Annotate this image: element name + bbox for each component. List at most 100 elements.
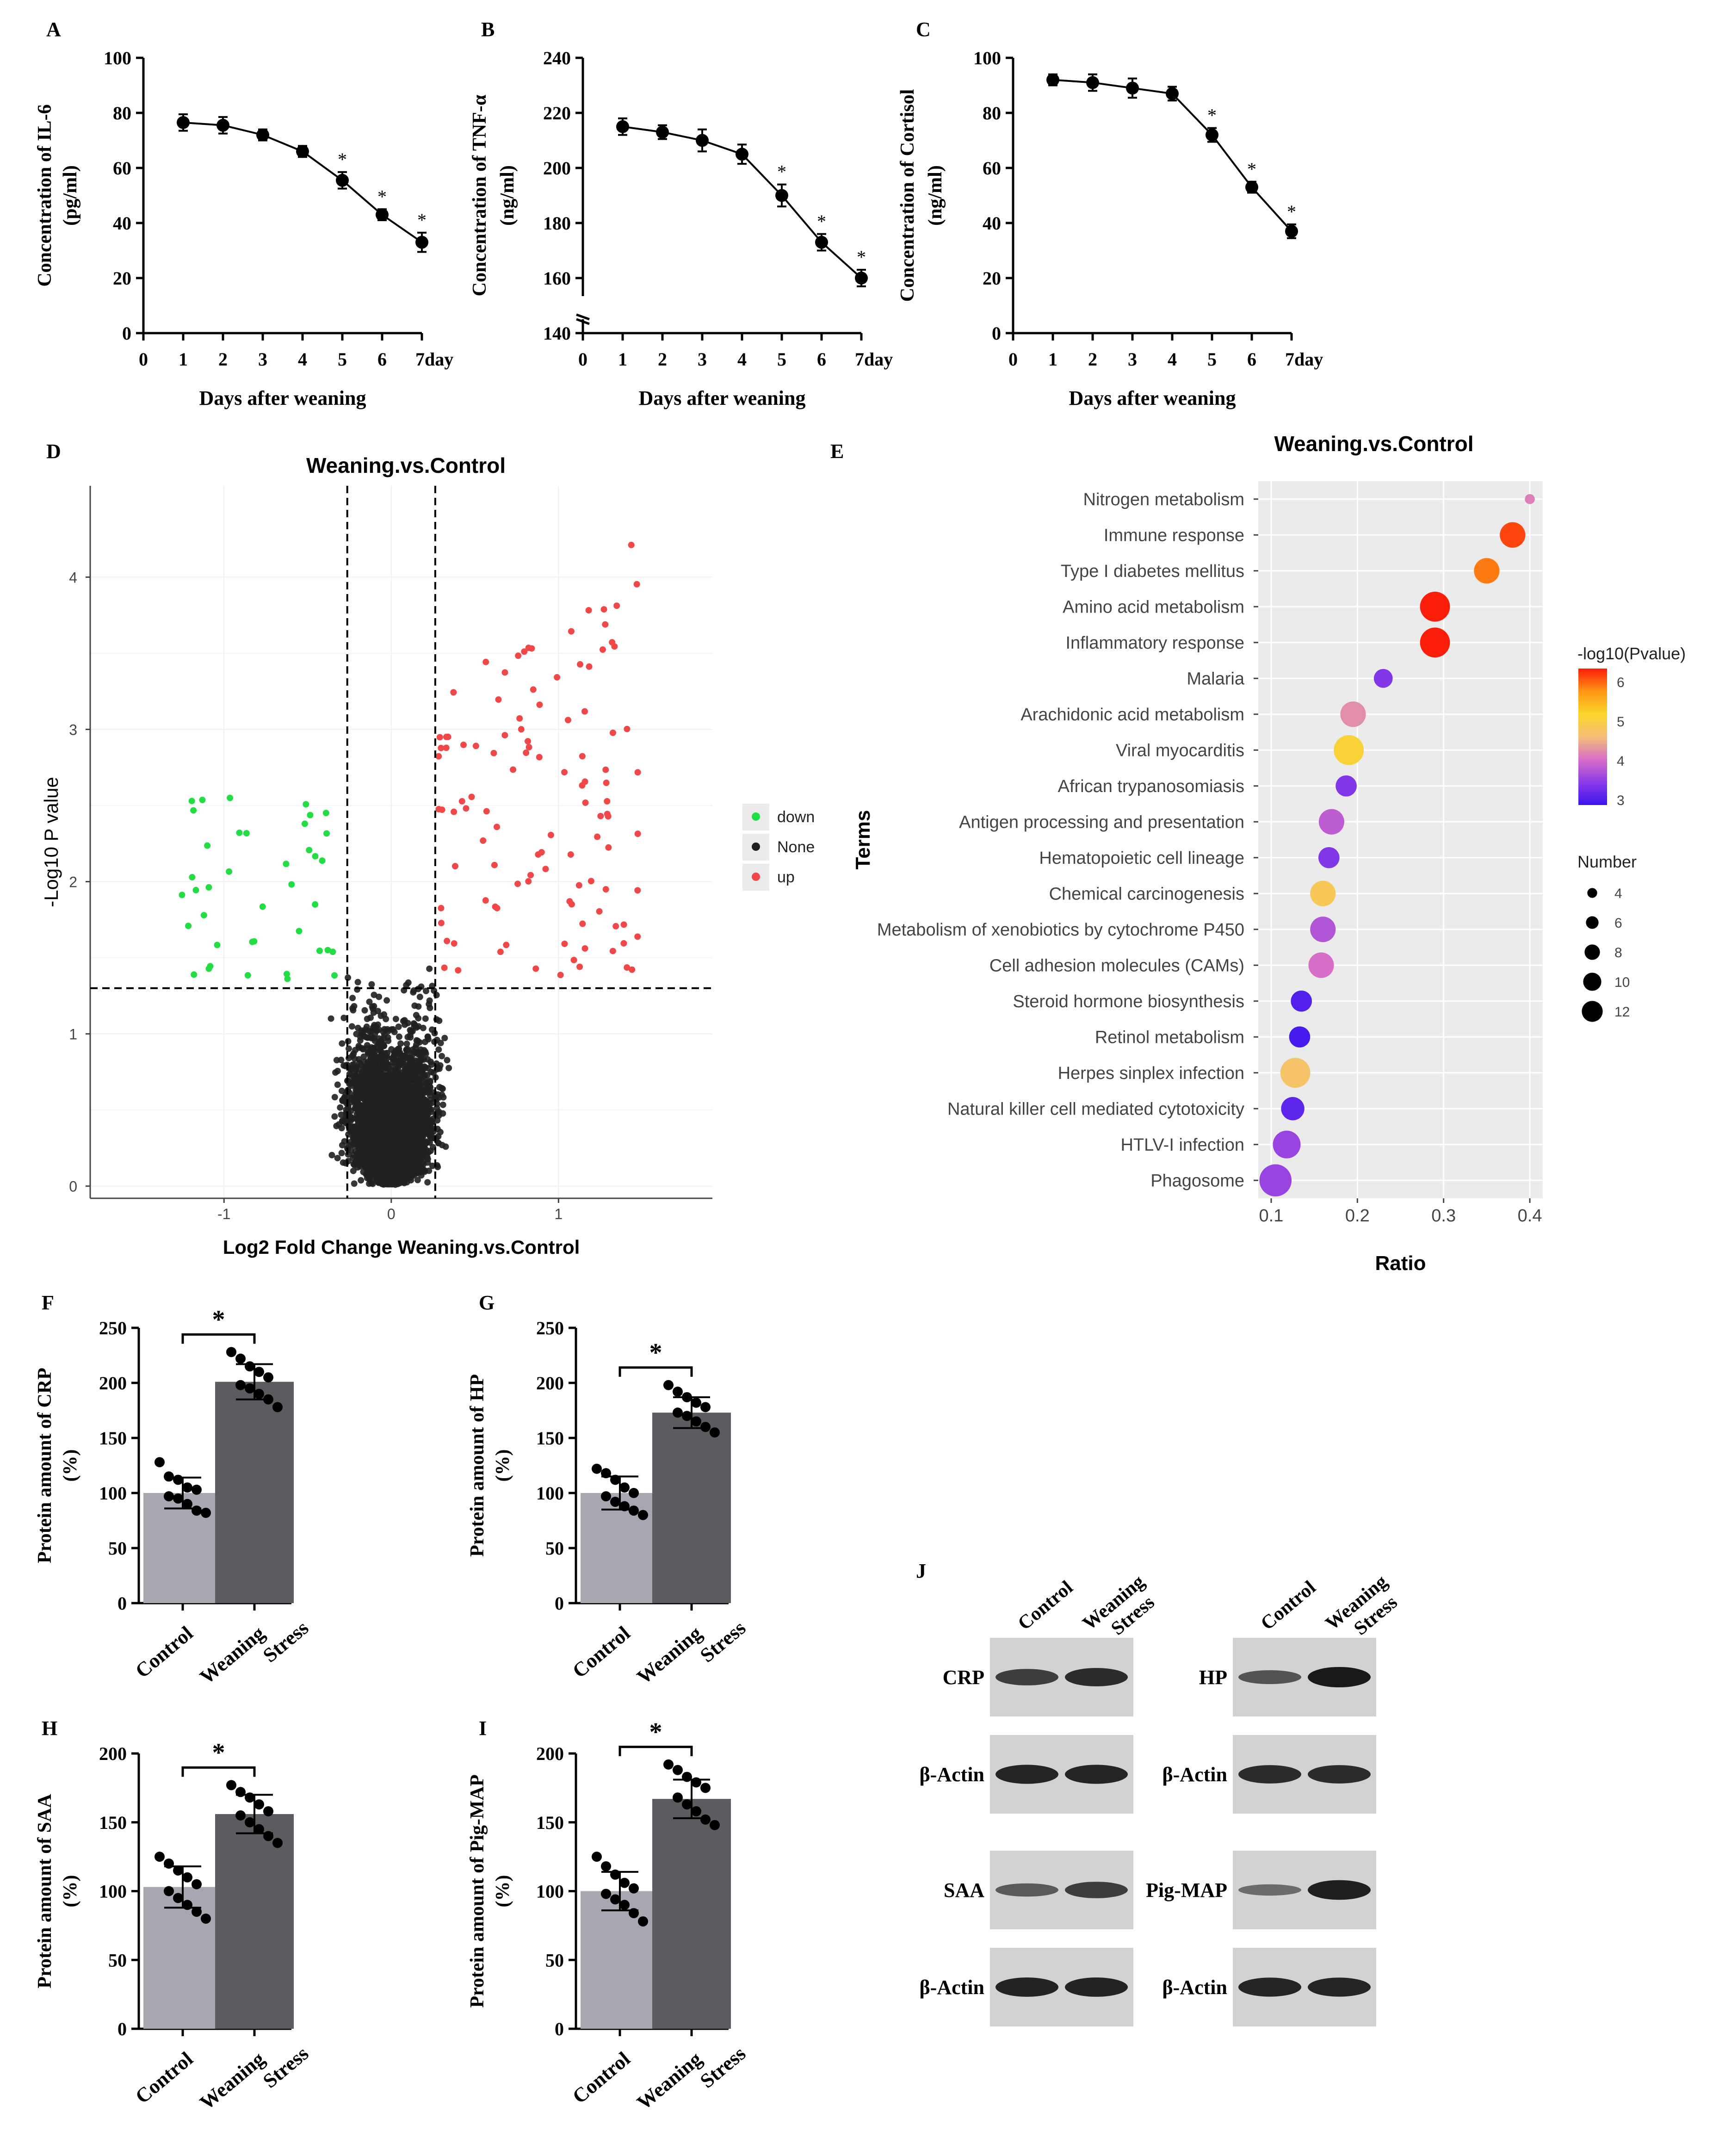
gene-point (371, 1096, 377, 1103)
replicate-point (691, 1397, 701, 1408)
up-point (472, 743, 479, 750)
gene-point (342, 1117, 349, 1124)
gene-point (396, 1152, 402, 1159)
replicate-point (629, 1883, 639, 1894)
gene-point (373, 1171, 380, 1178)
x-tick-label: Control (131, 1622, 197, 1682)
data-point (296, 145, 309, 158)
term-label: Chemical carcinogenesis (1049, 884, 1244, 904)
panel-I: I 200 150 100 50 0 Protein amount of Pig-MAP (%… (467, 1717, 750, 2114)
up-point (443, 744, 450, 751)
up-point (491, 861, 498, 868)
up-point (604, 798, 611, 805)
x-tick-label: 0 (387, 1206, 396, 1222)
gene-point (366, 998, 373, 1005)
gene-point (404, 1049, 411, 1056)
gene-point (349, 1052, 356, 1059)
up-point (528, 645, 535, 652)
replicate-point (192, 1484, 202, 1495)
up-point (458, 798, 465, 805)
gene-point (393, 1104, 400, 1111)
term-label: Nitrogen metabolism (1083, 490, 1244, 509)
significance-star: * (1207, 105, 1217, 126)
x-tick-label: 1 (1048, 349, 1057, 370)
gene-point (369, 1180, 376, 1187)
gene-point (393, 1060, 400, 1067)
x-axis-title: Days after weaning (639, 387, 806, 409)
up-point (441, 964, 448, 971)
replicate-point (192, 1879, 202, 1890)
gene-point (370, 1009, 377, 1016)
x-tick-label-line: Weaning (633, 1622, 706, 1688)
gene-point (406, 1151, 413, 1158)
gene-point (362, 1163, 369, 1170)
gene-point (383, 1108, 390, 1115)
x-tick-label: 0 (578, 349, 587, 370)
gene-point (351, 1180, 358, 1187)
x-tick-label: 6 (817, 349, 826, 370)
significance-star: * (649, 1338, 662, 1367)
up-point (561, 940, 568, 947)
data-point (815, 235, 828, 249)
replicate-point (164, 1491, 174, 1502)
data-point (1245, 180, 1258, 194)
replicate-point (263, 1372, 273, 1383)
gene-point (371, 1106, 378, 1113)
down-point (303, 801, 309, 808)
up-point (514, 880, 521, 887)
up-point (587, 878, 594, 885)
gene-point (350, 1007, 357, 1014)
y-tick-label: 40 (113, 213, 131, 234)
term-bubble (1373, 669, 1393, 688)
gene-point (365, 1058, 371, 1065)
chart-title: Weaning.vs.Control (1274, 432, 1473, 456)
gene-point (383, 1079, 390, 1086)
gene-point (345, 1131, 352, 1138)
gene-point (399, 1140, 406, 1147)
y-tick-label: 100 (536, 1881, 564, 1902)
x-tick-label: 1 (179, 349, 188, 370)
replicate-point (182, 1482, 192, 1493)
down-point (244, 972, 251, 979)
y-axis-unit: (%) (492, 1450, 513, 1482)
gene-point (406, 1144, 413, 1151)
gene-point (414, 1148, 421, 1155)
term-bubble (1308, 952, 1334, 978)
gene-point (348, 1115, 355, 1121)
size-legend-title: Number (1577, 852, 1637, 871)
bar-control (581, 1891, 659, 2029)
term-bubble (1336, 775, 1357, 797)
blot-row-label: β-Actin (1162, 1763, 1228, 1786)
gene-point (390, 1071, 397, 1078)
up-point (633, 581, 640, 588)
up-point (602, 621, 609, 628)
replicate-point (700, 1783, 711, 1793)
gene-point (385, 1037, 392, 1044)
panel-label: I (479, 1717, 487, 1740)
x-tick-label: 0.3 (1431, 1206, 1456, 1226)
term-label: Metabolism of xenobiotics by cytochrome … (877, 920, 1244, 940)
down-point (226, 868, 233, 875)
replicate-point (629, 1505, 639, 1516)
gene-point (371, 991, 377, 998)
up-point (599, 646, 606, 653)
x-tick-label: 1 (554, 1206, 563, 1222)
significance-star: * (338, 149, 347, 170)
y-tick-label: 250 (536, 1318, 564, 1338)
up-point (596, 908, 603, 915)
gene-point (388, 1121, 395, 1128)
replicate-point (164, 1471, 174, 1482)
y-tick-label: 100 (973, 48, 1001, 68)
gene-point (403, 1063, 410, 1070)
gene-point (364, 1034, 371, 1041)
gene-point (348, 1124, 355, 1131)
color-legend-title: -log10(Pvalue) (1577, 644, 1686, 663)
panel-label: C (916, 18, 931, 41)
gene-point (383, 1016, 390, 1022)
blot-band (996, 1765, 1058, 1784)
down-point (301, 820, 308, 827)
gene-point (374, 1084, 381, 1091)
x-tick-label: 4 (737, 349, 747, 370)
gene-point (378, 1145, 385, 1152)
down-point (204, 842, 211, 849)
